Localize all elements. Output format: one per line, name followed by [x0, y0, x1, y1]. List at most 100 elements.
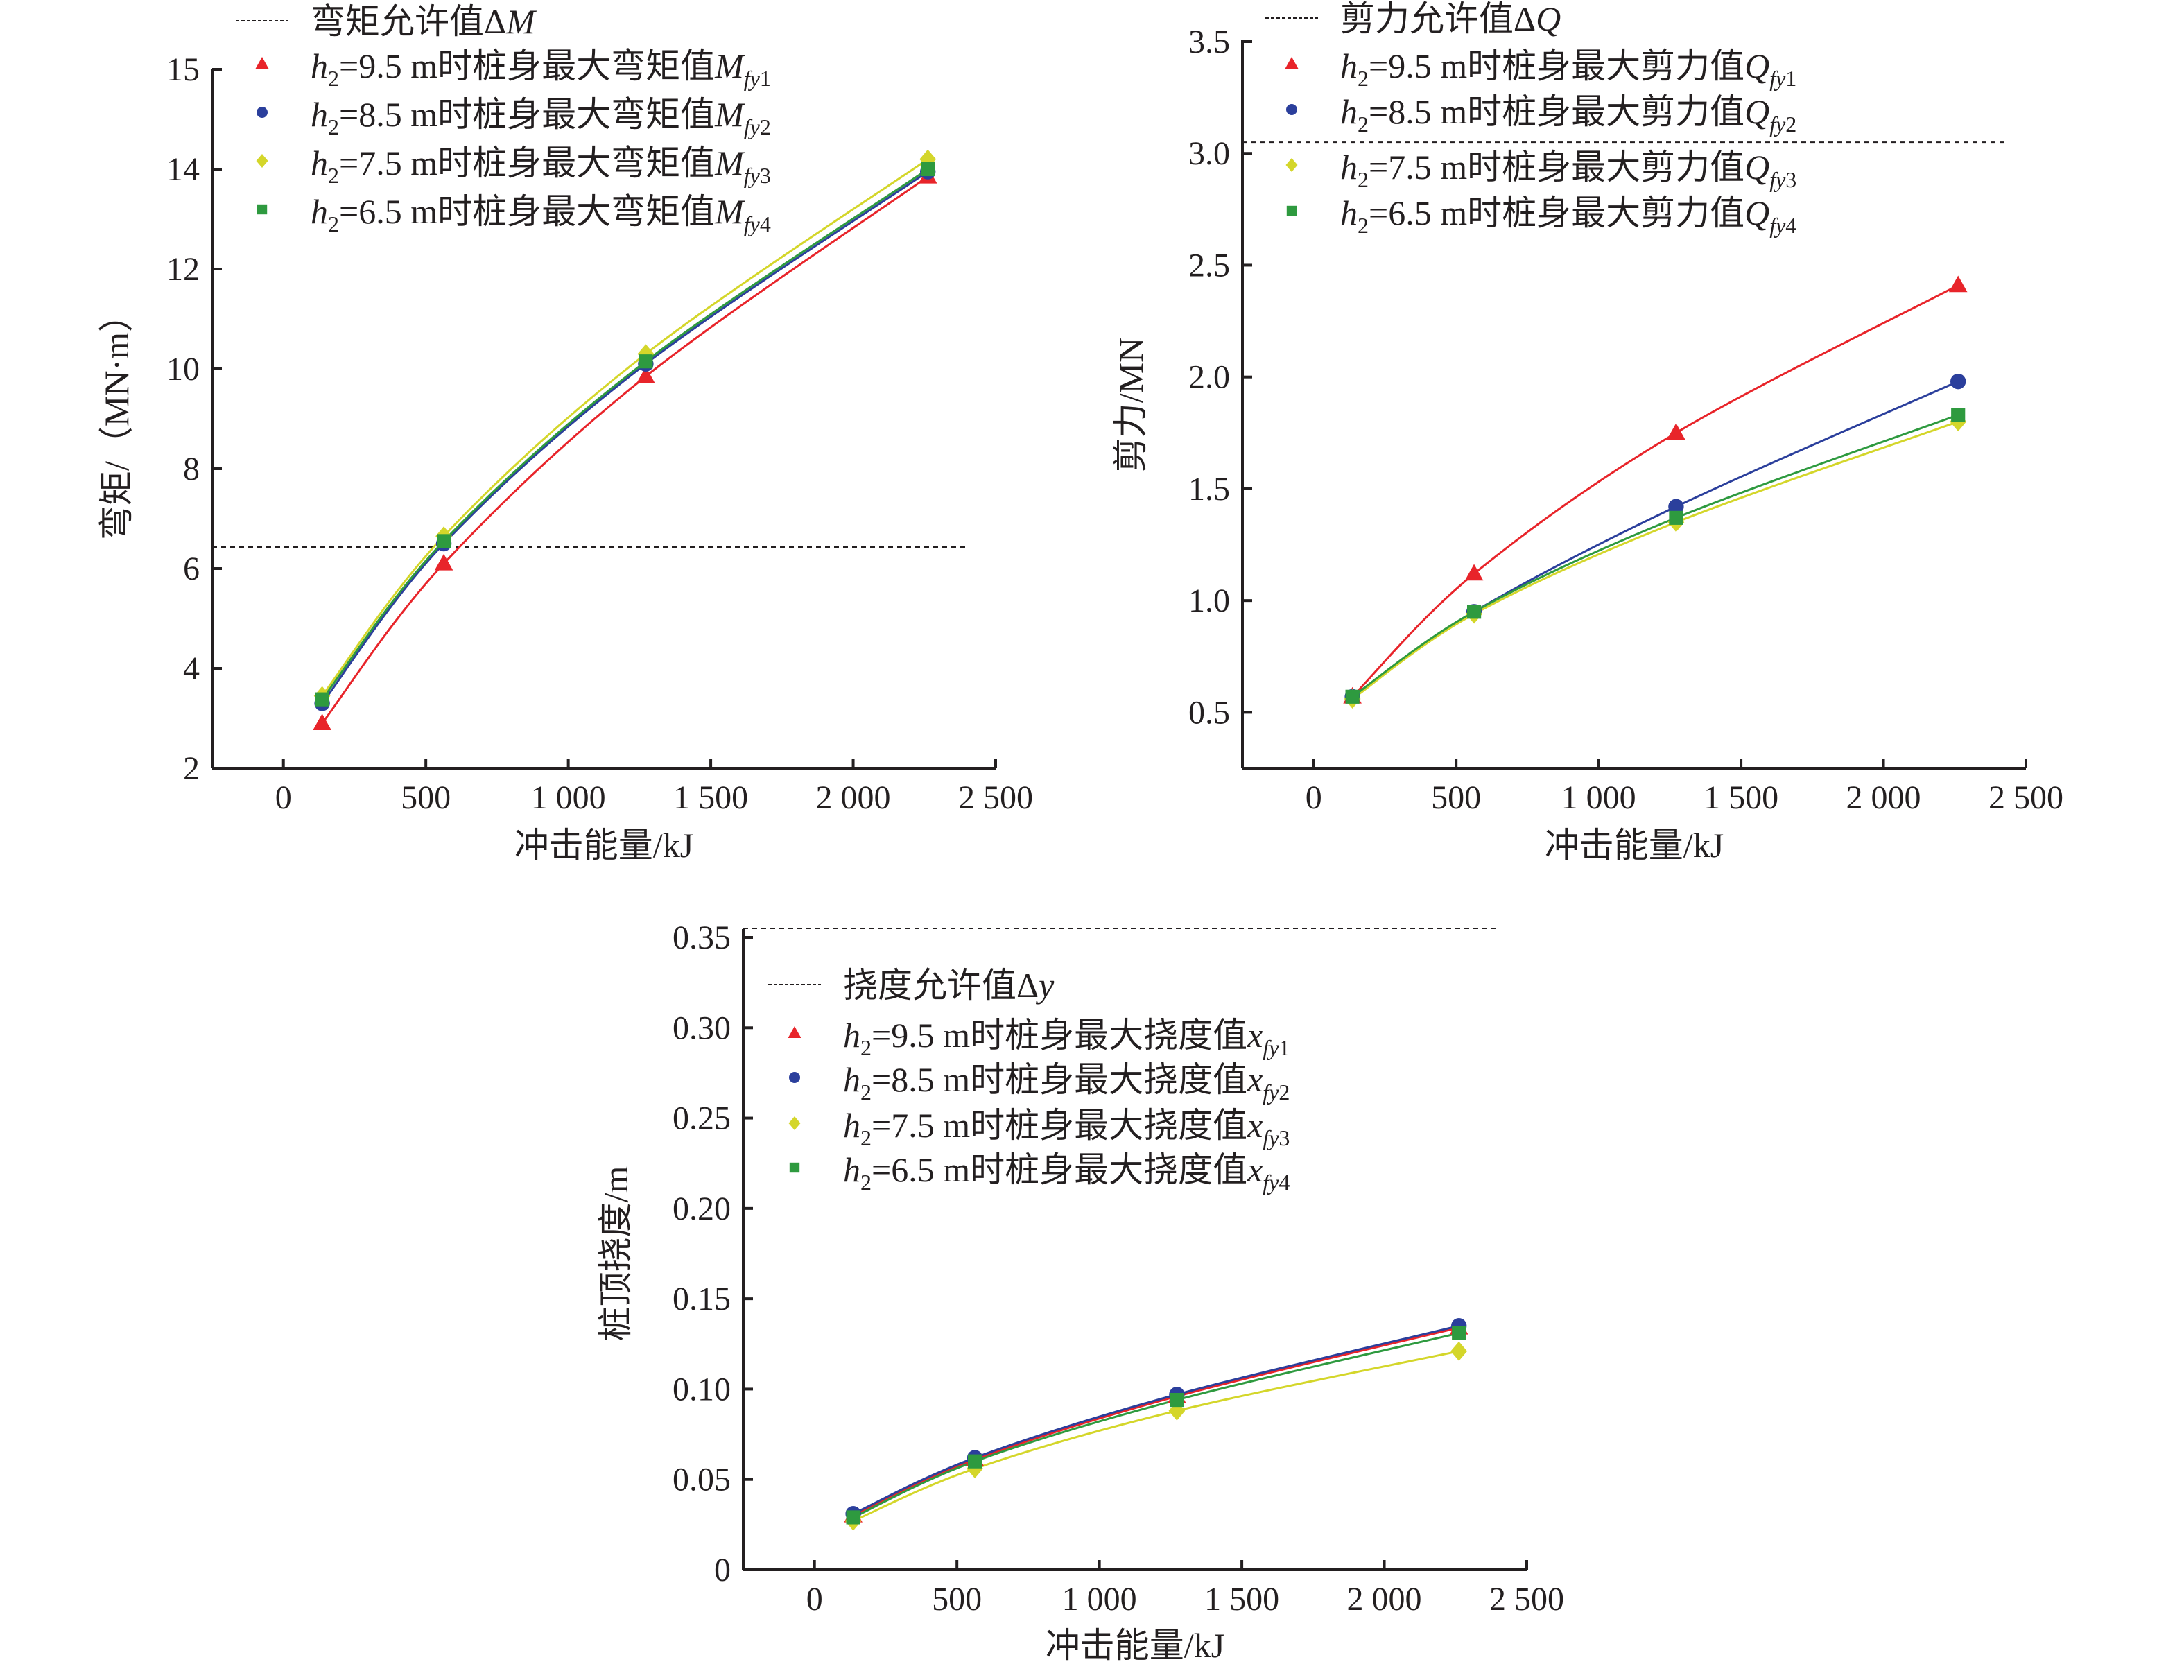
- series-1-line: [852, 1326, 1459, 1517]
- legend-text-main: =8.5 m时桩身最大弯矩值: [339, 95, 715, 134]
- y-tick-label: 15: [166, 51, 200, 88]
- y-tick-label: 0.05: [673, 1462, 731, 1498]
- legend-entry-1: h2=9.5 m时桩身最大弯矩值Mfy1: [311, 46, 771, 91]
- legend-var: M: [714, 95, 745, 134]
- series-2-line: [1351, 380, 1959, 698]
- y-tick-label: 14: [166, 151, 200, 188]
- series-2-line: [321, 171, 929, 704]
- series-4-point: [639, 354, 653, 369]
- y-axis-title: 剪力/MN: [1111, 338, 1150, 472]
- series-4-point: [1669, 510, 1683, 525]
- legend-entry-2: h2=8.5 m时桩身最大挠度值xfy2: [843, 1060, 1290, 1105]
- legend-var: M: [714, 144, 745, 182]
- series-4-line: [321, 168, 929, 700]
- legend-var-num: 2: [1785, 112, 1796, 137]
- legend-allowable-label: 弯矩允许值ΔM: [311, 2, 537, 41]
- legend-var-num: 4: [1279, 1170, 1290, 1195]
- y-tick-label: 0.10: [673, 1371, 731, 1408]
- legend-marker-4: [1286, 205, 1297, 216]
- x-tick-label: 500: [1431, 779, 1481, 816]
- legend-h: h: [843, 1150, 860, 1189]
- x-axis-title: 冲击能量/kJ: [1545, 826, 1724, 865]
- legend-marker-1: [1285, 57, 1299, 69]
- chart-1: 0 500 1 000 1 500 2 000 2 500246810121415冲击能量…: [97, 2, 1033, 865]
- legend-var-sub: fy: [744, 211, 761, 236]
- legend-h-sub: 2: [860, 1170, 872, 1195]
- y-tick-label: 0.25: [673, 1100, 731, 1137]
- legend-h: h: [1340, 148, 1358, 187]
- legend-allowable-symbol: M: [505, 2, 537, 41]
- legend-text-main: =8.5 m时桩身最大剪力值: [1369, 92, 1744, 131]
- series-4-point: [1345, 689, 1360, 704]
- y-tick-label: 0: [714, 1552, 731, 1588]
- legend-var-num: 2: [760, 114, 771, 139]
- legend-h-sub: 2: [1358, 213, 1369, 238]
- series-2-line: [852, 1324, 1459, 1515]
- x-axis-title: 冲击能量/kJ: [514, 826, 693, 865]
- x-tick-label: 2 000: [1347, 1581, 1422, 1618]
- legend-marker-1: [255, 57, 269, 69]
- legend-text-main: =7.5 m时桩身最大剪力值: [1369, 148, 1744, 187]
- y-axis-title: 弯矩/（MN·m）: [97, 297, 136, 540]
- series-4-point: [1951, 408, 1966, 422]
- series-1-point: [434, 553, 453, 571]
- x-tick-label: 1 500: [1204, 1581, 1279, 1618]
- series-3-point: [1450, 1341, 1468, 1361]
- legend-var: x: [1247, 1060, 1263, 1099]
- y-tick-label: 2: [183, 750, 200, 787]
- legend-var-sub: fy: [744, 114, 761, 139]
- legend-h: h: [311, 95, 328, 134]
- legend-entry-4: h2=6.5 m时桩身最大挠度值xfy4: [843, 1150, 1290, 1195]
- legend-var-sub: fy: [1769, 66, 1786, 91]
- series-4-point: [315, 692, 329, 707]
- series-4-point: [1170, 1392, 1184, 1408]
- legend-entry-2: h2=8.5 m时桩身最大剪力值Qfy2: [1340, 92, 1796, 137]
- legend-h: h: [1340, 92, 1358, 131]
- legend-marker-4: [789, 1162, 800, 1173]
- series-1-point: [1464, 564, 1484, 581]
- series-4-line: [852, 1332, 1459, 1518]
- x-tick-label: 0: [806, 1581, 823, 1618]
- legend-h: h: [843, 1060, 860, 1099]
- chart-2: 0 500 1 000 1 500 2 000 2 500 0.5 1.0 1.5 2.0 2.5 3…: [1111, 0, 2063, 865]
- legend-marker-3: [1285, 158, 1298, 172]
- legend-var-sub: fy: [1769, 167, 1786, 192]
- legend-var-num: 3: [760, 163, 771, 188]
- y-tick-label: 3.0: [1188, 135, 1230, 172]
- legend-marker-3: [788, 1116, 801, 1130]
- legend-entry-3: h2=7.5 m时桩身最大弯矩值Mfy3: [311, 144, 771, 188]
- legend-marker-2: [1286, 104, 1297, 115]
- legend-entry-3: h2=7.5 m时桩身最大挠度值xfy3: [843, 1106, 1290, 1150]
- series-2-point: [1950, 373, 1966, 390]
- legend-var-num: 3: [1279, 1125, 1290, 1150]
- y-tick-label: 0.15: [673, 1281, 731, 1317]
- y-tick-label: 10: [166, 351, 200, 388]
- y-tick-label: 6: [183, 551, 200, 587]
- legend-h-sub: 2: [328, 66, 339, 91]
- y-tick-label: 2.5: [1188, 247, 1230, 284]
- x-tick-label: 1 000: [1062, 1581, 1137, 1618]
- legend-allowable-symbol: Q: [1536, 0, 1561, 38]
- legend-text-main: =6.5 m时桩身最大剪力值: [1369, 193, 1744, 232]
- legend-allowable-symbol: y: [1035, 966, 1055, 1005]
- legend-text-main: =7.5 m时桩身最大挠度值: [872, 1106, 1247, 1145]
- legend-var-num: 4: [1785, 213, 1796, 238]
- legend-var-sub: fy: [744, 163, 761, 188]
- chart-3: 0 500 1 000 1 500 2 000 2 500 0 0.05 0.10 0.15 0.2…: [596, 919, 1564, 1665]
- x-tick-label: 2 500: [958, 779, 1033, 816]
- legend-entry-3: h2=7.5 m时桩身最大剪力值Qfy3: [1340, 148, 1796, 192]
- legend-h: h: [843, 1106, 860, 1145]
- legend-text-main: =6.5 m时桩身最大弯矩值: [339, 192, 715, 231]
- legend-entry-2: h2=8.5 m时桩身最大弯矩值Mfy2: [311, 95, 771, 139]
- legend-var-num: 1: [760, 66, 771, 91]
- x-tick-label: 1 000: [1561, 779, 1636, 816]
- legend-var-num: 1: [1279, 1035, 1290, 1060]
- y-tick-label: 3.5: [1188, 24, 1230, 60]
- legend-entry-4: h2=6.5 m时桩身最大剪力值Qfy4: [1340, 193, 1796, 238]
- legend-h-sub: 2: [1358, 66, 1369, 91]
- legend-text-main: =9.5 m时桩身最大挠度值: [872, 1016, 1247, 1055]
- x-axis-title: 冲击能量/kJ: [1046, 1626, 1224, 1665]
- x-tick-label: 2 500: [1988, 779, 2063, 816]
